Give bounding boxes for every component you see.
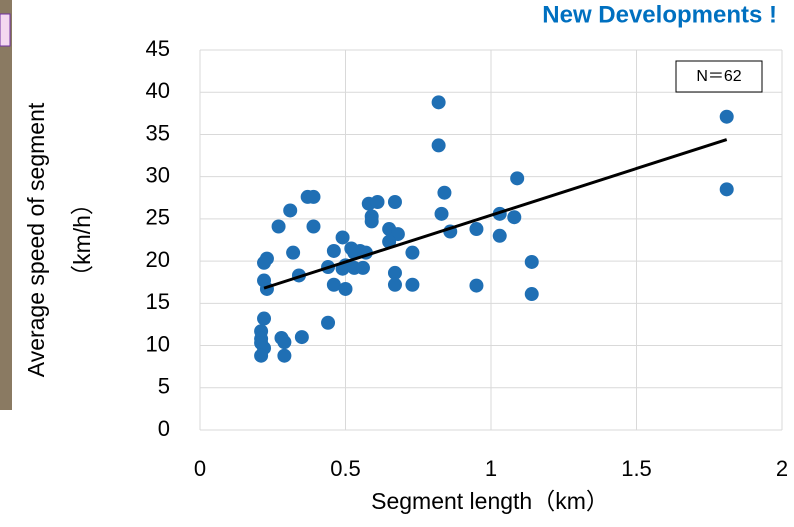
data-point [469, 278, 484, 293]
trendline [263, 138, 728, 290]
y-tick-label: 40 [146, 78, 170, 103]
x-tick-label: 2 [776, 456, 788, 481]
data-point [326, 277, 341, 292]
y-tick-label: 25 [146, 205, 170, 230]
data-point [431, 95, 446, 110]
data-point [326, 243, 341, 258]
data-point [257, 311, 272, 326]
x-tick-label: 0.5 [330, 456, 361, 481]
x-tick-label: 0 [194, 456, 206, 481]
data-point [434, 206, 449, 221]
data-point [469, 222, 484, 237]
data-point [364, 214, 379, 229]
data-point [294, 330, 309, 345]
data-point [335, 230, 350, 245]
data-point [257, 255, 272, 270]
data-point [719, 109, 734, 124]
data-point [524, 254, 539, 269]
x-tick-label: 1 [485, 456, 497, 481]
data-point [382, 234, 397, 249]
data-point [437, 185, 452, 200]
data-point [306, 189, 321, 204]
y-tick-label: 30 [146, 162, 170, 187]
data-point [431, 138, 446, 153]
data-point [338, 281, 353, 296]
data-point [370, 195, 385, 209]
y-axis-label: （km/h） [69, 192, 95, 288]
x-axis-label: Segment length（km） [371, 488, 609, 514]
data-point [405, 245, 420, 260]
background-image-strip [0, 0, 12, 410]
data-point [387, 195, 402, 209]
data-point [271, 219, 286, 234]
decor-box [0, 13, 11, 47]
data-point [321, 315, 336, 330]
data-point [719, 182, 734, 197]
data-point [355, 260, 370, 275]
chart-title: New Developments ! [542, 1, 777, 28]
y-tick-label: 45 [146, 36, 170, 61]
data-point [347, 245, 362, 260]
data-point [524, 287, 539, 302]
y-axis-label: Average speed of segment [23, 102, 49, 377]
data-point [286, 245, 301, 260]
data-point [387, 265, 402, 280]
data-point [283, 203, 298, 218]
y-tick-label: 5 [158, 374, 170, 399]
data-point [492, 228, 507, 243]
annotation-box [675, 60, 763, 93]
data-point [306, 219, 321, 234]
x-tick-label: 1.5 [621, 456, 652, 481]
y-tick-label: 0 [158, 416, 170, 441]
data-point [277, 348, 292, 363]
data-point [277, 335, 292, 350]
data-point [510, 171, 525, 186]
data-point [254, 348, 269, 363]
y-tick-label: 35 [146, 120, 170, 145]
data-point [405, 277, 420, 292]
y-tick-label: 20 [146, 247, 170, 272]
y-tick-label: 15 [146, 289, 170, 314]
annotation: N＝62 [696, 68, 741, 85]
data-point [507, 210, 522, 225]
data-point [387, 277, 402, 292]
y-tick-label: 10 [146, 331, 170, 356]
